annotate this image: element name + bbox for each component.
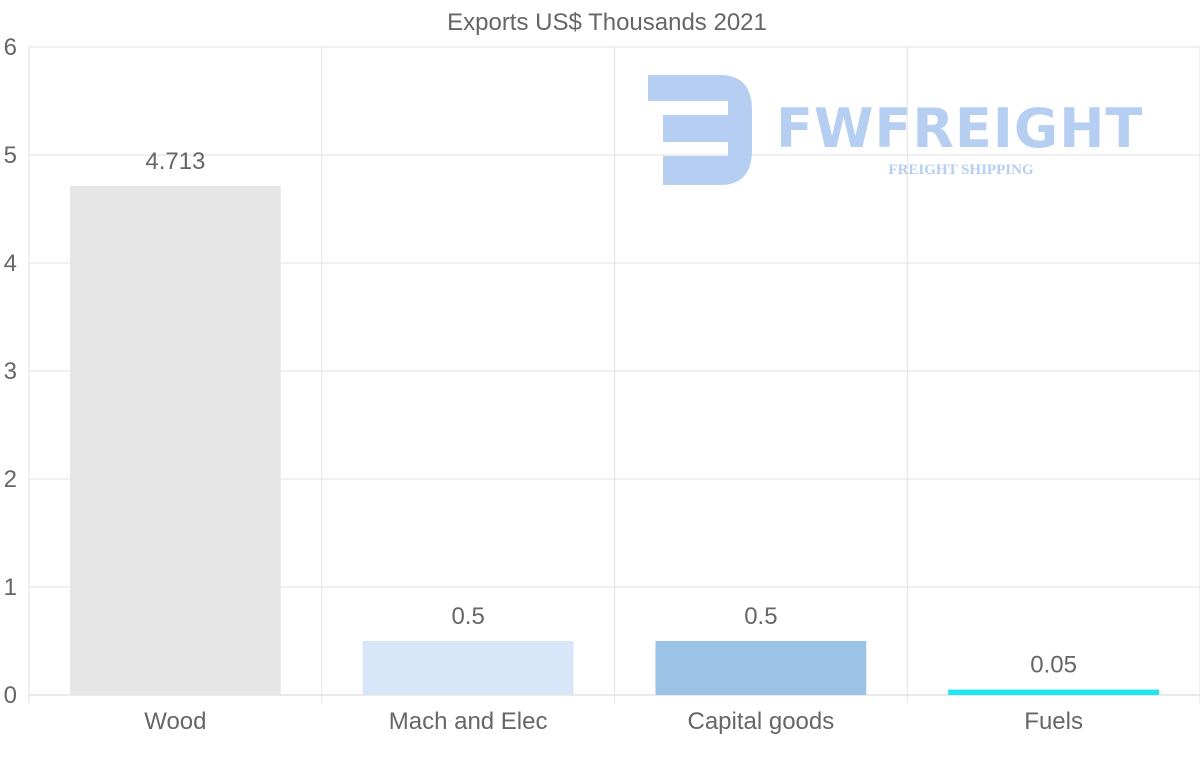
y-tick-label: 0	[4, 682, 17, 709]
y-tick-label: 6	[4, 34, 17, 61]
bar-value-label: 0.5	[744, 603, 777, 630]
x-tick-label: Capital goods	[687, 708, 834, 735]
x-tick-label: Fuels	[1024, 708, 1083, 735]
bar-value-label: 0.05	[1030, 652, 1077, 679]
watermark: FWFREIGHT FREIGHT SHIPPING	[648, 75, 1143, 185]
bar-capital-goods	[655, 641, 867, 695]
bar-value-label: 4.713	[145, 148, 205, 175]
y-tick-label: 4	[4, 250, 17, 277]
bar-mach-and-elec	[362, 641, 574, 695]
bars	[69, 185, 1160, 695]
y-tick-label: 1	[4, 574, 17, 601]
x-axis-ticks: Wood Mach and Elec Capital goods Fuels	[144, 708, 1083, 735]
bar-wood	[69, 185, 281, 695]
y-tick-label: 5	[4, 142, 17, 169]
watermark-brand: FWFREIGHT	[776, 97, 1143, 160]
bar-value-label: 0.5	[451, 603, 484, 630]
y-tick-label: 2	[4, 466, 17, 493]
chart-title: Exports US$ Thousands 2021	[447, 9, 767, 36]
watermark-tagline: FREIGHT SHIPPING	[888, 162, 1033, 178]
y-axis-ticks: 0 1 2 3 4 5 6	[4, 34, 17, 709]
x-tick-label: Wood	[144, 708, 206, 735]
bar-fuels	[948, 689, 1160, 695]
brand-logo-icon	[648, 75, 752, 185]
x-tick-label: Mach and Elec	[389, 708, 548, 735]
y-tick-label: 3	[4, 358, 17, 385]
value-labels: 4.713 0.5 0.5 0.05	[145, 148, 1077, 679]
